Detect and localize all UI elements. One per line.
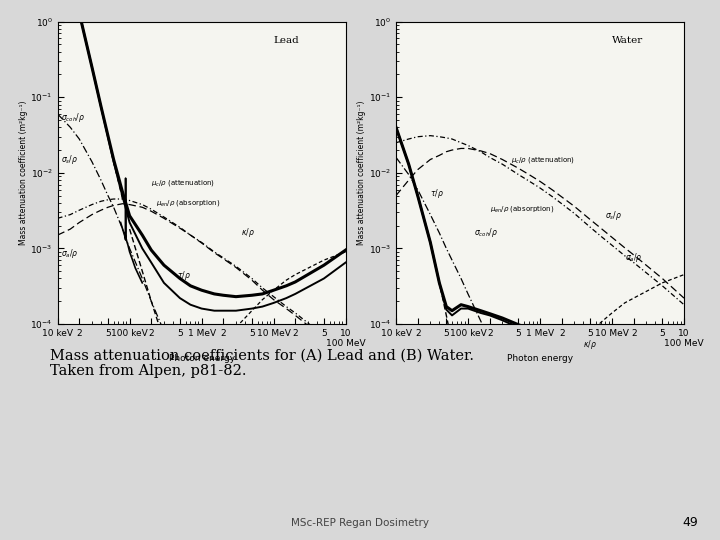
Text: Mass attenuation coefficients for (A) Lead and (B) Water.
Taken from Alpen, p81-: Mass attenuation coefficients for (A) Le… — [50, 348, 474, 379]
Text: Water: Water — [612, 36, 643, 45]
Text: $\tau/\rho$: $\tau/\rho$ — [176, 269, 191, 282]
Text: $\sigma_s/\rho$: $\sigma_s/\rho$ — [605, 210, 622, 222]
Text: MSc-REP Regan Dosimetry: MSc-REP Regan Dosimetry — [291, 518, 429, 529]
Text: Lead: Lead — [274, 36, 300, 45]
Text: $\sigma_a/\rho$: $\sigma_a/\rho$ — [625, 251, 642, 264]
X-axis label: Photon energy: Photon energy — [168, 354, 235, 363]
Text: $\sigma_{coh}/\rho$: $\sigma_{coh}/\rho$ — [474, 226, 498, 239]
Text: $\mu_c/\rho$ (attenuation): $\mu_c/\rho$ (attenuation) — [151, 178, 215, 188]
Text: $\mu_{en}/\rho$ (absorption): $\mu_{en}/\rho$ (absorption) — [490, 204, 554, 214]
Text: $\kappa/\rho$: $\kappa/\rho$ — [583, 338, 597, 351]
Y-axis label: Mass attenuation coefficient (m²kg⁻¹): Mass attenuation coefficient (m²kg⁻¹) — [19, 100, 27, 245]
Text: $\tau/\rho$: $\tau/\rho$ — [431, 186, 444, 200]
Text: $\sigma_{coh}/\rho$: $\sigma_{coh}/\rho$ — [60, 111, 84, 124]
Text: 49: 49 — [683, 516, 698, 530]
Y-axis label: Mass attenuation coefficient (m²kg⁻¹): Mass attenuation coefficient (m²kg⁻¹) — [357, 100, 366, 245]
Text: $\sigma_a/\rho$: $\sigma_a/\rho$ — [60, 247, 78, 260]
Text: $\sigma_s/\rho$: $\sigma_s/\rho$ — [60, 153, 78, 166]
Text: $\mu_{en}/\rho$ (absorption): $\mu_{en}/\rho$ (absorption) — [156, 198, 220, 208]
Text: $\kappa/\rho$: $\kappa/\rho$ — [240, 226, 255, 239]
Text: $\mu_c/\rho$ (attenuation): $\mu_c/\rho$ (attenuation) — [511, 156, 575, 165]
X-axis label: Photon energy: Photon energy — [507, 354, 573, 363]
